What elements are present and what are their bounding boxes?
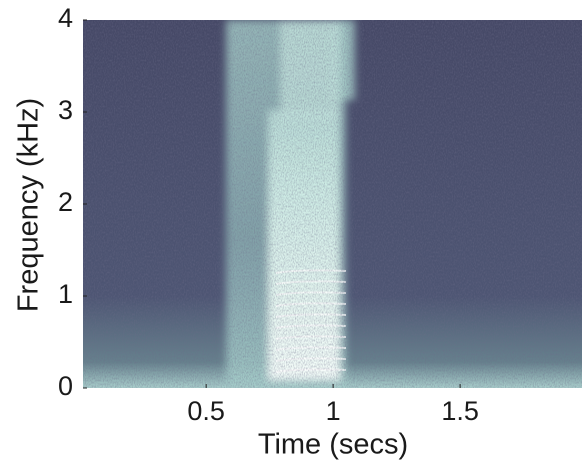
- x-tick-label: 0.5: [187, 396, 225, 426]
- y-tick-label: 1: [58, 279, 73, 309]
- y-axis-title: Frequency (kHz): [13, 98, 45, 312]
- y-tick-label: 3: [58, 95, 73, 125]
- y-tick-label: 4: [58, 3, 73, 33]
- y-tick-label: 0: [58, 371, 73, 401]
- y-tick-label: 2: [58, 187, 73, 217]
- x-tick-label: 1: [326, 396, 341, 426]
- spectrogram-image: [83, 20, 582, 388]
- x-tick-label: 1.5: [441, 396, 479, 426]
- x-axis-title: Time (secs): [258, 429, 408, 461]
